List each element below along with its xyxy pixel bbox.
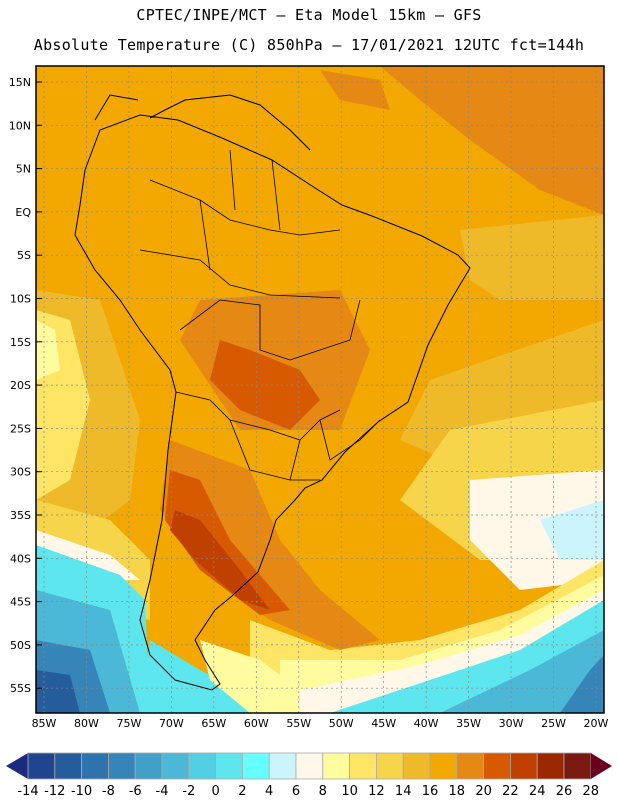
colorbar-swatch: [322, 752, 350, 780]
lon-label: 55W: [286, 717, 311, 730]
colorbar-label: -8: [102, 784, 115, 799]
title-line-2: Absolute Temperature (C) 850hPa – 17/01/…: [33, 36, 585, 54]
lon-label: 50W: [329, 717, 354, 730]
lat-label: 25S: [10, 422, 31, 435]
colorbar-swatch: [509, 752, 538, 780]
lat-label: 10N: [9, 119, 31, 132]
colorbar-swatch: [295, 752, 324, 780]
colorbar-swatch: [215, 752, 243, 780]
colorbar-label: -10: [71, 784, 92, 799]
colorbar-swatch: [241, 752, 270, 780]
lat-label: 40S: [10, 552, 31, 565]
colorbar-label: 24: [529, 784, 546, 799]
lat-label: 35S: [10, 509, 31, 522]
lon-label: 70W: [159, 717, 184, 730]
colorbar-swatch: [161, 752, 190, 780]
lat-label: 10S: [10, 293, 31, 306]
colorbar-label: -2: [182, 784, 195, 799]
lat-label: 15S: [10, 336, 31, 349]
lat-label: EQ: [15, 206, 31, 219]
colorbar-low-arrow: [6, 753, 28, 779]
colorbar-label: 6: [292, 784, 300, 799]
colorbar-swatch: [483, 752, 511, 780]
lat-label: 45S: [10, 596, 31, 609]
colorbar-swatch: [563, 752, 592, 780]
lat-label: 15N: [9, 76, 31, 89]
lon-label: 25W: [541, 717, 566, 730]
lon-label: 75W: [116, 717, 141, 730]
lat-label: 5S: [17, 249, 31, 262]
map-frame: [35, 65, 605, 714]
colorbar-swatch: [188, 752, 217, 780]
colorbar-swatch: [456, 752, 484, 780]
colorbar-label: 20: [475, 784, 492, 799]
temperature-field: [36, 66, 604, 713]
colorbar-swatch: [268, 752, 297, 780]
colorbar-label: -12: [44, 784, 65, 799]
lat-label: 50S: [10, 639, 31, 652]
colorbar-swatch: [536, 752, 565, 780]
colorbar-label: 4: [265, 784, 273, 799]
colorbar-label: 0: [211, 784, 219, 799]
coastline: [74, 94, 471, 691]
colorbar-label: 18: [449, 784, 466, 799]
colorbar-label: -14: [17, 784, 38, 799]
colorbar: -14 -12 -10 -8 -6 -4 -2 0 2 4 6 8 10 12 14 16 18 20 22 24 26…: [6, 752, 612, 799]
colorbar-high-arrow: [590, 753, 612, 779]
colorbar-label: 12: [368, 784, 385, 799]
lon-label: 65W: [201, 717, 226, 730]
title-line-1: CPTEC/INPE/MCT – Eta Model 15km – GFS: [136, 6, 482, 24]
country-borders: [139, 149, 381, 481]
lon-label: 30W: [499, 717, 524, 730]
colorbar-label: 10: [341, 784, 358, 799]
colorbar-label: 16: [422, 784, 439, 799]
colorbar-label: 22: [502, 784, 519, 799]
lon-label: 20W: [584, 717, 609, 730]
colorbar-label: -4: [156, 784, 169, 799]
lon-label: 60W: [244, 717, 269, 730]
lat-label: 5N: [16, 163, 31, 176]
colorbar-swatch: [134, 752, 163, 780]
colorbar-swatch: [54, 752, 82, 780]
colorbar-swatch: [349, 752, 377, 780]
lon-label: 45W: [371, 717, 396, 730]
colorbar-label: 26: [556, 784, 573, 799]
colorbar-label: 28: [583, 784, 600, 799]
colorbar-label: 14: [395, 784, 412, 799]
latitude-labels: 15N 10N 5N EQ 5S 10S 15S 20S 25S 30S 35S 40S 45S 50S 5…: [9, 76, 42, 695]
colorbar-label: 2: [238, 784, 246, 799]
longitude-labels: 85W 80W 75W 70W 65W 60W 55W 50W 45W 40W 35W 30W 25W 2…: [32, 717, 609, 730]
lat-label: 55S: [10, 682, 31, 695]
colorbar-label: 8: [319, 784, 327, 799]
colorbar-swatch: [375, 752, 404, 780]
colorbar-swatch: [108, 752, 136, 780]
colorbar-swatch: [81, 752, 109, 780]
lat-label: 20S: [10, 379, 31, 392]
colorbar-swatch: [429, 752, 458, 780]
colorbar-swatch: [27, 752, 56, 780]
lat-label: 30S: [10, 466, 31, 479]
lon-label: 40W: [414, 717, 439, 730]
colorbar-label: -6: [129, 784, 142, 799]
lon-label: 85W: [32, 717, 57, 730]
lon-label: 80W: [74, 717, 99, 730]
lon-label: 35W: [456, 717, 481, 730]
colorbar-swatch: [402, 752, 431, 780]
